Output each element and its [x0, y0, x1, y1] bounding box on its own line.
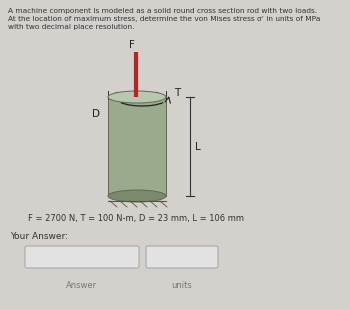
Text: A machine component is modeled as a solid round cross section rod with two loads: A machine component is modeled as a soli…: [8, 8, 317, 14]
Text: units: units: [172, 281, 193, 290]
FancyBboxPatch shape: [146, 246, 218, 268]
Text: T: T: [174, 88, 180, 98]
FancyBboxPatch shape: [25, 246, 139, 268]
Text: F = 2700 N, T = 100 N-m, D = 23 mm, L = 106 mm: F = 2700 N, T = 100 N-m, D = 23 mm, L = …: [28, 214, 244, 223]
Text: L: L: [195, 142, 201, 151]
Text: Your Answer:: Your Answer:: [10, 232, 68, 241]
Ellipse shape: [108, 190, 166, 202]
Text: D: D: [92, 109, 100, 119]
Text: with two decimal place resolution.: with two decimal place resolution.: [8, 24, 134, 30]
Bar: [108, 97, 166, 196]
Text: At the location of maximum stress, determine the von Mises stress σ’ in units of: At the location of maximum stress, deter…: [8, 16, 320, 22]
Text: Answer: Answer: [66, 281, 98, 290]
Ellipse shape: [108, 91, 166, 103]
Text: F: F: [129, 40, 135, 50]
